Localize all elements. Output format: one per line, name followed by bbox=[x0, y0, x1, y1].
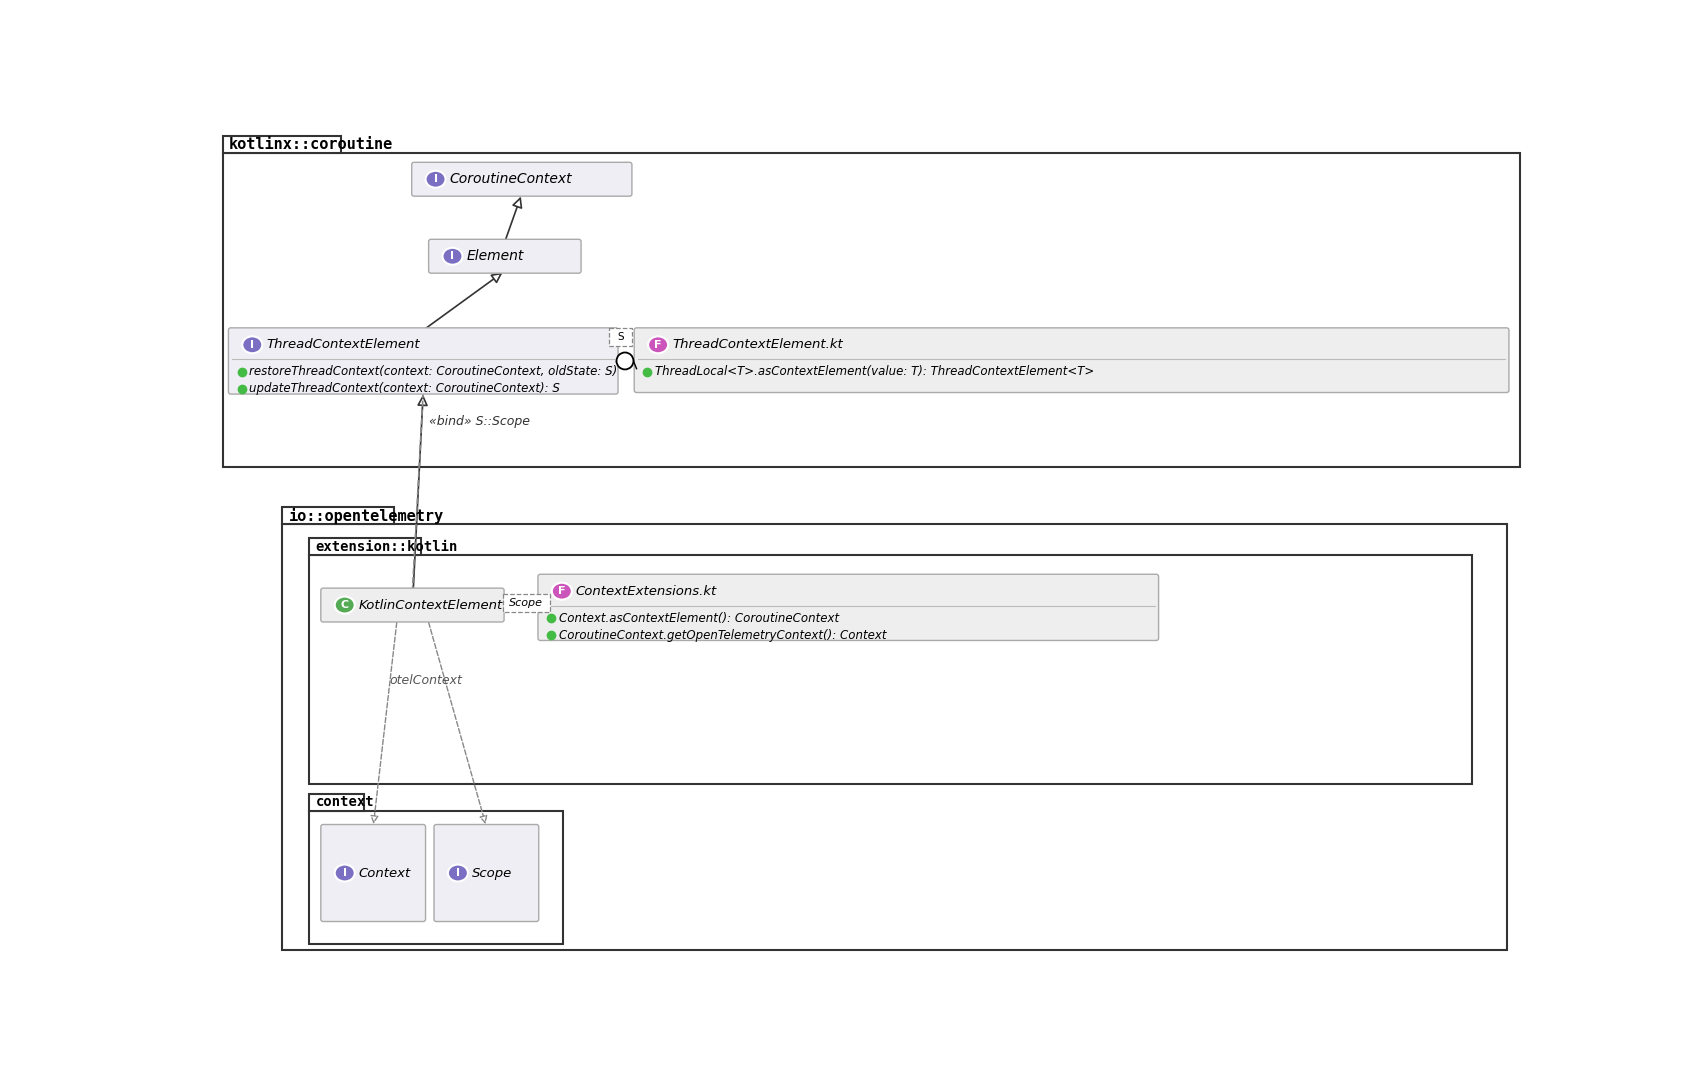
Text: Context: Context bbox=[359, 866, 412, 879]
FancyBboxPatch shape bbox=[412, 162, 631, 196]
FancyBboxPatch shape bbox=[223, 136, 340, 153]
Text: ThreadContextElement: ThreadContextElement bbox=[265, 338, 420, 351]
FancyBboxPatch shape bbox=[282, 524, 1507, 950]
Circle shape bbox=[616, 352, 633, 369]
Text: ContextExtensions.kt: ContextExtensions.kt bbox=[575, 585, 716, 598]
FancyBboxPatch shape bbox=[634, 328, 1509, 392]
Text: context: context bbox=[315, 795, 374, 809]
Text: C: C bbox=[340, 600, 349, 610]
Text: I: I bbox=[456, 867, 459, 878]
FancyBboxPatch shape bbox=[434, 824, 539, 922]
FancyBboxPatch shape bbox=[228, 328, 617, 394]
Ellipse shape bbox=[335, 597, 356, 614]
FancyBboxPatch shape bbox=[310, 554, 1471, 784]
Text: CoroutineContext.getOpenTelemetryContext(): Context: CoroutineContext.getOpenTelemetryContext… bbox=[558, 628, 886, 641]
FancyBboxPatch shape bbox=[310, 538, 422, 554]
Text: otelContext: otelContext bbox=[390, 674, 463, 687]
Ellipse shape bbox=[335, 864, 356, 882]
Ellipse shape bbox=[242, 337, 262, 353]
Text: Scope: Scope bbox=[471, 866, 512, 879]
Text: extension::kotlin: extension::kotlin bbox=[315, 539, 458, 553]
Text: F: F bbox=[558, 586, 566, 596]
Text: kotlinx::coroutine: kotlinx::coroutine bbox=[230, 138, 393, 152]
FancyBboxPatch shape bbox=[321, 588, 503, 622]
Text: I: I bbox=[434, 174, 437, 184]
FancyBboxPatch shape bbox=[538, 574, 1158, 640]
Text: I: I bbox=[250, 340, 253, 350]
FancyBboxPatch shape bbox=[609, 328, 631, 347]
Text: S: S bbox=[617, 332, 624, 342]
Text: updateThreadContext(context: CoroutineContext): S: updateThreadContext(context: CoroutineCo… bbox=[250, 382, 560, 395]
Text: Scope: Scope bbox=[509, 598, 543, 608]
Ellipse shape bbox=[425, 171, 446, 187]
Text: CoroutineContext: CoroutineContext bbox=[449, 172, 572, 186]
FancyBboxPatch shape bbox=[310, 794, 364, 811]
FancyBboxPatch shape bbox=[502, 593, 551, 612]
Ellipse shape bbox=[442, 248, 463, 264]
Text: restoreThreadContext(context: CoroutineContext, oldState: S): restoreThreadContext(context: CoroutineC… bbox=[250, 365, 617, 378]
Text: «bind» S::Scope: «bind» S::Scope bbox=[429, 415, 531, 428]
Text: KotlinContextElement: KotlinContextElement bbox=[359, 599, 503, 612]
Ellipse shape bbox=[447, 864, 468, 882]
Text: I: I bbox=[451, 251, 454, 261]
FancyBboxPatch shape bbox=[223, 153, 1521, 467]
FancyBboxPatch shape bbox=[310, 811, 563, 944]
Ellipse shape bbox=[551, 583, 572, 600]
Text: I: I bbox=[342, 867, 347, 878]
FancyBboxPatch shape bbox=[282, 507, 395, 524]
Ellipse shape bbox=[648, 337, 668, 353]
Text: ThreadLocal<T>.asContextElement(value: T): ThreadContextElement<T>: ThreadLocal<T>.asContextElement(value: T… bbox=[655, 365, 1094, 378]
FancyBboxPatch shape bbox=[321, 824, 425, 922]
FancyBboxPatch shape bbox=[429, 239, 582, 273]
Text: Element: Element bbox=[466, 249, 524, 263]
Text: ThreadContextElement.kt: ThreadContextElement.kt bbox=[672, 338, 842, 351]
Text: F: F bbox=[655, 340, 662, 350]
Text: Context.asContextElement(): CoroutineContext: Context.asContextElement(): CoroutineCon… bbox=[558, 612, 839, 625]
Text: io::opentelemetry: io::opentelemetry bbox=[289, 508, 444, 524]
